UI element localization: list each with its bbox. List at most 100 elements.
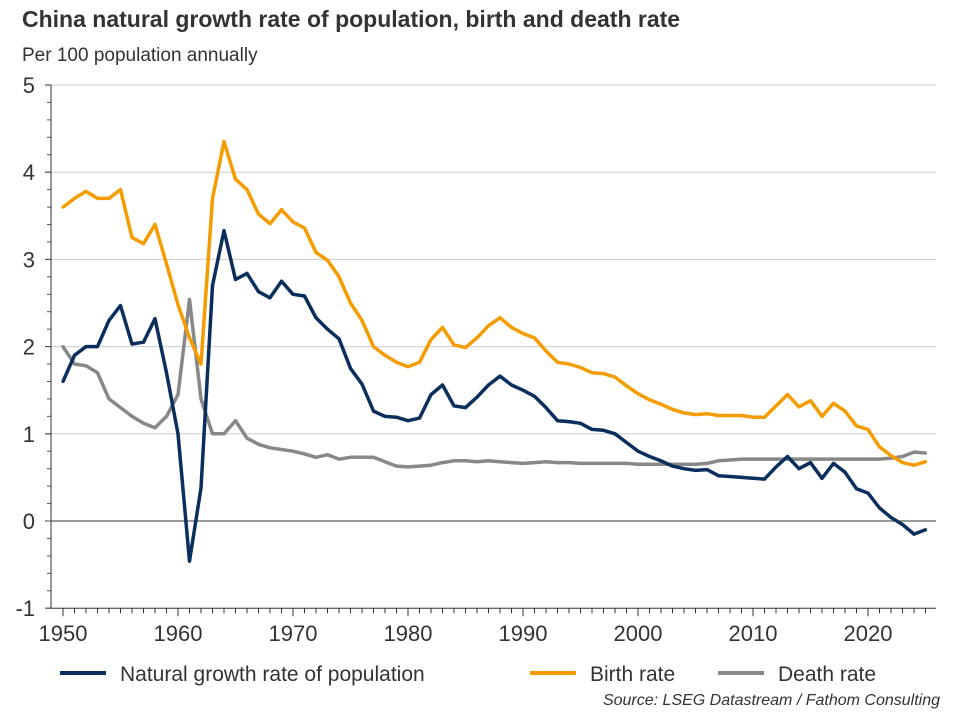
- data-point: [590, 427, 594, 432]
- legend-label: Natural growth rate of population: [120, 663, 425, 686]
- data-point: [291, 220, 295, 224]
- data-point: [682, 467, 686, 471]
- x-tick-label: 1970: [269, 621, 318, 646]
- data-point: [141, 421, 146, 425]
- data-point: [601, 428, 606, 432]
- data-point: [923, 460, 928, 464]
- data-point: [567, 362, 571, 366]
- data-point: [268, 446, 272, 450]
- data-point: [348, 455, 353, 459]
- data-point: [693, 462, 698, 466]
- data-point: [406, 365, 410, 369]
- data-point: [245, 271, 249, 275]
- data-point: [164, 262, 169, 266]
- data-point: [118, 188, 123, 192]
- data-point: [509, 325, 514, 330]
- data-point: [774, 465, 778, 469]
- data-point: [808, 460, 813, 465]
- data-point: [728, 458, 732, 462]
- x-tick-label: 1980: [384, 621, 433, 646]
- data-point: [716, 474, 721, 478]
- data-point: [325, 258, 330, 262]
- data-point: [613, 375, 617, 379]
- data-point: [578, 365, 583, 370]
- data-point: [544, 349, 548, 353]
- x-tick-label: 1960: [154, 621, 203, 646]
- data-point: [762, 415, 767, 419]
- data-point: [452, 404, 456, 408]
- data-point: [406, 419, 410, 423]
- data-point: [866, 427, 870, 432]
- data-point: [751, 457, 755, 461]
- data-point: [337, 457, 341, 461]
- data-point: [647, 462, 652, 466]
- data-point: [348, 301, 353, 305]
- data-point: [394, 415, 399, 419]
- data-point: [417, 464, 422, 468]
- y-tick-label: 5: [23, 73, 35, 98]
- data-point: [739, 413, 744, 418]
- data-point: [785, 392, 790, 397]
- data-point: [705, 461, 709, 466]
- data-point: [72, 353, 77, 357]
- data-point: [84, 189, 88, 193]
- data-point: [739, 475, 744, 479]
- data-point: [61, 379, 65, 384]
- data-point: [854, 424, 859, 428]
- data-point: [452, 343, 456, 347]
- data-point: [360, 382, 364, 386]
- data-point: [912, 463, 916, 467]
- data-point: [222, 140, 226, 144]
- data-point: [187, 336, 192, 340]
- data-point: [95, 196, 100, 200]
- data-point: [440, 383, 445, 387]
- data-point: [613, 432, 617, 436]
- series-line: [61, 228, 927, 563]
- data-point: [130, 414, 134, 418]
- data-point: [383, 460, 387, 464]
- y-tick-label: 2: [23, 335, 35, 360]
- data-point: [831, 461, 836, 466]
- data-point: [567, 460, 571, 465]
- data-point: [222, 432, 226, 436]
- data-point: [210, 283, 215, 288]
- data-point: [429, 338, 433, 342]
- data-point: [279, 447, 284, 452]
- data-point: [153, 426, 157, 430]
- data-point: [877, 457, 882, 461]
- data-point: [176, 432, 180, 436]
- data-point: [797, 467, 801, 471]
- data-point: [843, 409, 847, 413]
- data-point: [176, 303, 180, 307]
- series-line: [61, 297, 926, 469]
- data-point: [521, 388, 525, 392]
- data-point: [498, 460, 502, 464]
- data-point: [659, 459, 663, 463]
- data-point: [624, 440, 629, 445]
- data-point: [636, 392, 640, 396]
- data-point: [245, 188, 249, 192]
- data-point: [164, 371, 169, 375]
- data-point: [141, 242, 146, 246]
- data-point: [199, 486, 203, 490]
- x-tick-label: 1950: [39, 621, 88, 646]
- data-point: [463, 459, 468, 463]
- data-point: [337, 275, 341, 279]
- data-point: [900, 522, 905, 527]
- legend-item: Death rate: [718, 663, 876, 686]
- data-point: [118, 406, 123, 410]
- data-point: [107, 196, 111, 200]
- data-point: [245, 436, 249, 440]
- data-point: [877, 506, 882, 510]
- data-point: [912, 450, 916, 454]
- data-point: [820, 414, 824, 418]
- data-point: [279, 279, 284, 283]
- data-point: [877, 445, 882, 449]
- legend-label: Death rate: [778, 663, 876, 686]
- data-point: [348, 366, 353, 370]
- chart-title: China natural growth rate of population,…: [22, 6, 681, 32]
- series-natural-growth-rate-of-population: [61, 228, 928, 563]
- data-point: [682, 411, 686, 415]
- data-point: [486, 383, 491, 387]
